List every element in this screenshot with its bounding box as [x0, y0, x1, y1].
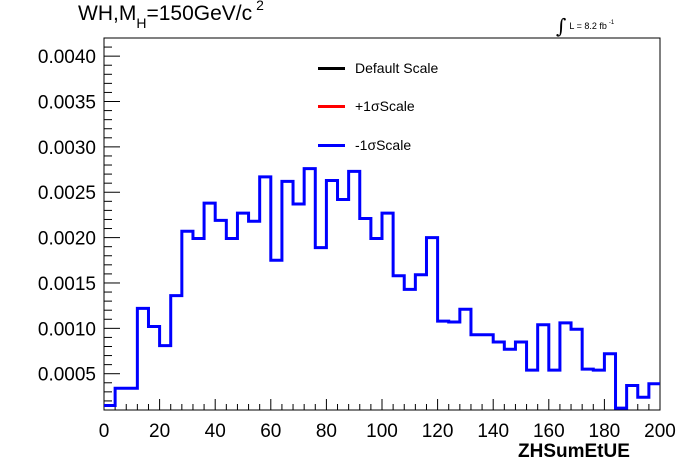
y-tick-label: 0.0035 — [38, 93, 96, 114]
x-tick-label: 0 — [99, 421, 110, 442]
legend-line-default — [318, 66, 345, 70]
legend-line-minus1sigma — [318, 143, 345, 147]
x-tick-label: 200 — [644, 421, 676, 442]
x-tick-label: 60 — [260, 421, 281, 442]
series-line-minus1sigma — [104, 167, 660, 410]
y-tick-label: 0.0010 — [38, 319, 96, 340]
legend-item-minus1sigma: -1σScale — [318, 136, 411, 154]
title-main-text: WH,M — [78, 2, 137, 25]
integral-sign: ∫ — [556, 14, 567, 38]
legend-label-plus1sigma: +1σScale — [355, 98, 415, 114]
legend-label-default: Default Scale — [355, 60, 439, 76]
luminosity-label: ∫ L = 8.2 fb -1 — [556, 10, 615, 38]
x-tick-label: 160 — [533, 421, 565, 442]
legend-line-plus1sigma — [318, 104, 345, 108]
x-tick-label: 140 — [477, 421, 509, 442]
x-axis-title: ZHSumEtUE — [518, 441, 630, 462]
y-tick-label: 0.0005 — [38, 365, 96, 386]
x-tick-label: 80 — [316, 421, 337, 442]
y-tick-label: 0.0030 — [38, 138, 96, 159]
luminosity-superscript: -1 — [608, 20, 615, 26]
y-tick-label: 0.0040 — [38, 47, 96, 68]
x-tick-label: 180 — [589, 421, 621, 442]
x-tick-label: 120 — [422, 421, 454, 442]
title-subscript: H — [136, 15, 147, 31]
x-axis: 0 20 40 60 80 100 120 140 160 180 200 — [99, 399, 676, 442]
legend-item-plus1sigma: +1σScale — [318, 97, 415, 115]
title-superscript: 2 — [256, 0, 264, 13]
y-tick-label: 0.0025 — [38, 183, 96, 204]
legend-label-minus1sigma: -1σScale — [355, 137, 412, 153]
y-axis: 0.0005 0.0010 0.0015 0.0020 0.0025 0.0030 0.00… — [38, 37, 120, 411]
x-tick-label: 100 — [366, 421, 398, 442]
chart-title: WH,MH=150GeV/c 2 — [78, 0, 264, 31]
x-tick-label: 40 — [205, 421, 226, 442]
y-tick-label: 0.0020 — [38, 229, 96, 250]
y-tick-label: 0.0015 — [38, 274, 96, 295]
legend-item-default: Default Scale — [318, 59, 438, 77]
title-rest-text: =150GeV/c — [146, 2, 253, 25]
series-layer — [104, 167, 660, 410]
luminosity-text: L = 8.2 fb — [569, 21, 607, 31]
x-tick-label: 20 — [149, 421, 170, 442]
